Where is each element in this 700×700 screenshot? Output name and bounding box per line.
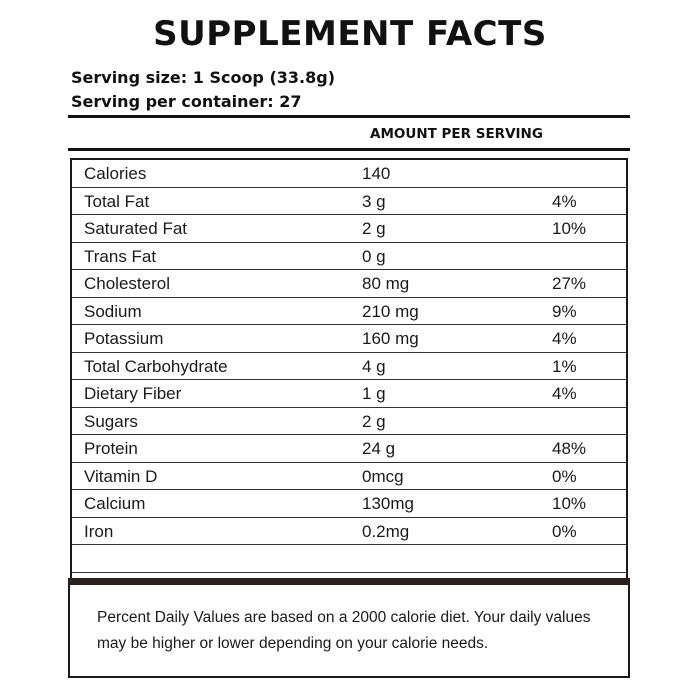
footnote-box: Percent Daily Values are based on a 2000… bbox=[68, 585, 630, 678]
footnote-text: Percent Daily Values are based on a 2000… bbox=[97, 609, 591, 652]
amount-value: 80 mg bbox=[362, 274, 410, 293]
table-row: Total Carbohydrate 4 g 1% bbox=[72, 353, 626, 380]
top-rule bbox=[68, 115, 630, 118]
nutrient-name: Vitamin D bbox=[84, 466, 158, 486]
table-row: Trans Fat 0 g bbox=[72, 243, 626, 270]
nutrition-table: Calories 140 Total Fat 3 g 4% Saturated Fat 2 … bbox=[70, 158, 628, 578]
nutrient-name: Cholesterol bbox=[84, 274, 170, 293]
nutrient-name: Sodium bbox=[84, 301, 142, 321]
daily-value: 4% bbox=[552, 384, 577, 403]
amount-value: 0mcg bbox=[362, 466, 404, 486]
nutrient-name: Iron bbox=[84, 521, 114, 541]
amount-value: 3 g bbox=[362, 191, 386, 211]
daily-value: 1% bbox=[552, 356, 577, 376]
amount-value: 130mg bbox=[362, 494, 414, 513]
table-row bbox=[72, 545, 626, 573]
daily-value: 4% bbox=[552, 191, 577, 211]
daily-value: 10% bbox=[552, 494, 587, 513]
footer-bar bbox=[68, 578, 630, 585]
amount-value: 0 g bbox=[362, 246, 386, 266]
daily-value: 48% bbox=[552, 439, 587, 458]
amount-value: 2 g bbox=[362, 411, 386, 431]
daily-value: 9% bbox=[552, 301, 577, 321]
amount-value: 140 bbox=[362, 164, 391, 183]
nutrient-name: Sugars bbox=[84, 411, 138, 431]
daily-value: 0% bbox=[552, 466, 577, 486]
serving-size: Serving size: 1 Scoop (33.8g) bbox=[71, 68, 336, 87]
nutrient-name: Trans Fat bbox=[84, 246, 157, 266]
table-row: Iron 0.2mg 0% bbox=[72, 518, 626, 545]
table-row: Protein 24 g 48% bbox=[72, 435, 626, 463]
amount-value: 210 mg bbox=[362, 301, 419, 321]
header-rule bbox=[68, 148, 630, 151]
nutrient-name: Total Carbohydrate bbox=[84, 356, 228, 376]
table-row: Calories 140 bbox=[72, 160, 626, 188]
daily-value: 27% bbox=[552, 274, 587, 293]
amount-value: 160 mg bbox=[362, 329, 419, 348]
page-title: SUPPLEMENT FACTS bbox=[153, 14, 547, 54]
amount-per-serving-header: AMOUNT PER SERVING bbox=[370, 126, 543, 142]
nutrient-name: Saturated Fat bbox=[84, 219, 188, 238]
amount-value: 24 g bbox=[362, 439, 396, 458]
amount-value: 2 g bbox=[362, 219, 386, 238]
table-row: Vitamin D 0mcg 0% bbox=[72, 463, 626, 490]
table-row: Sodium 210 mg 9% bbox=[72, 298, 626, 325]
nutrient-name: Calcium bbox=[84, 494, 146, 513]
table-row: Sugars 2 g bbox=[72, 408, 626, 435]
daily-value: 4% bbox=[552, 329, 577, 348]
nutrient-name: Potassium bbox=[84, 329, 164, 348]
amount-value: 0.2mg bbox=[362, 521, 410, 541]
nutrient-name: Calories bbox=[84, 164, 147, 183]
table-row: Potassium 160 mg 4% bbox=[72, 325, 626, 353]
amount-value: 1 g bbox=[362, 384, 386, 403]
daily-value: 10% bbox=[552, 219, 587, 238]
table-row: Calcium 130mg 10% bbox=[72, 490, 626, 518]
amount-value: 4 g bbox=[362, 356, 386, 376]
table-row: Total Fat 3 g 4% bbox=[72, 188, 626, 215]
table-row: Cholesterol 80 mg 27% bbox=[72, 270, 626, 298]
servings-per-container: Serving per container: 27 bbox=[71, 92, 302, 111]
nutrient-name: Dietary Fiber bbox=[84, 384, 182, 403]
table-row: Saturated Fat 2 g 10% bbox=[72, 215, 626, 243]
nutrient-name: Protein bbox=[84, 439, 138, 458]
table-row: Dietary Fiber 1 g 4% bbox=[72, 380, 626, 408]
daily-value: 0% bbox=[552, 521, 577, 541]
nutrient-name: Total Fat bbox=[84, 191, 150, 211]
